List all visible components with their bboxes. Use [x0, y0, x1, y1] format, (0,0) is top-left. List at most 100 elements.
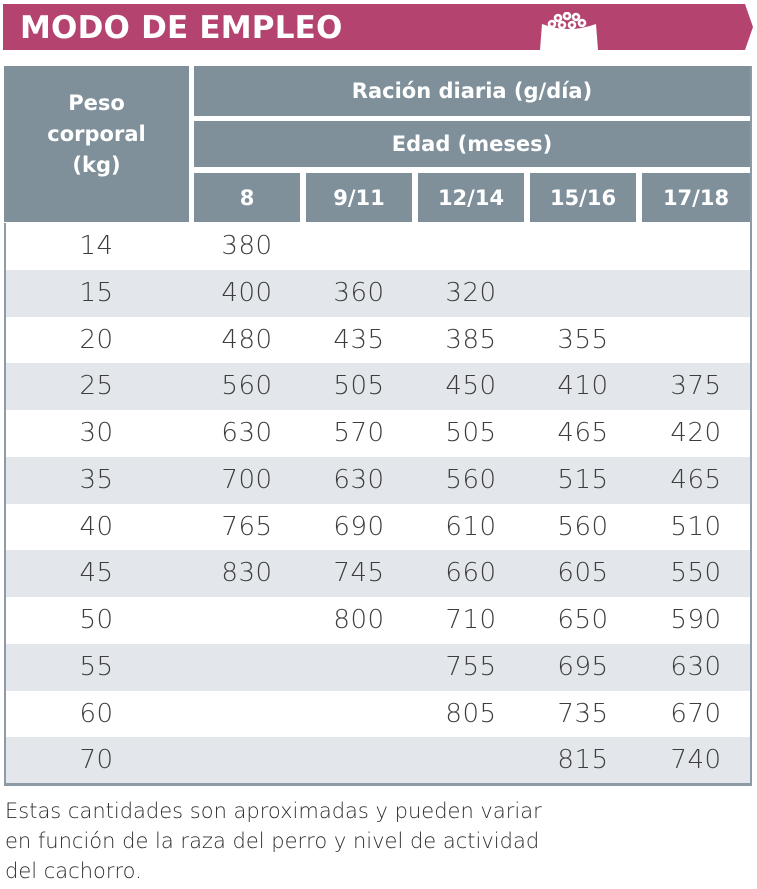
value-cell	[418, 223, 524, 270]
value-cell: 755	[445, 651, 497, 682]
value-cell: 815	[557, 745, 609, 776]
value-cell: 550	[670, 558, 722, 589]
value-cell: 505	[333, 371, 385, 402]
page-title: MODO DE EMPLEO	[20, 10, 343, 46]
weight-cell: 50	[79, 605, 114, 635]
table-row: 35 700 630 560 515 465	[4, 456, 750, 504]
table-border-right	[750, 66, 752, 786]
food-bowl-icon	[540, 12, 598, 50]
feeding-table: Peso corporal (kg) Ración diaria (g/día)…	[4, 66, 752, 786]
value-cell: 710	[445, 605, 497, 635]
weight-cell: 35	[79, 464, 114, 495]
value-cell: 410	[557, 371, 609, 402]
table-body: 14 380 15 400 360 320 20 480 435 385 355…	[4, 223, 750, 784]
value-cell	[642, 223, 750, 270]
header-weight-line-3: (kg)	[72, 152, 121, 177]
value-cell: 505	[445, 418, 497, 448]
value-cell	[642, 317, 750, 364]
value-cell: 830	[221, 558, 273, 589]
value-cell: 375	[670, 371, 722, 402]
header-age-col-1: 8	[194, 173, 300, 222]
value-cell: 740	[670, 745, 722, 776]
value-cell	[642, 270, 750, 317]
value-cell: 355	[557, 324, 609, 355]
table-row: 50 800 710 650 590	[4, 597, 750, 644]
weight-cell: 30	[79, 418, 114, 448]
table-row: 15 400 360 320	[4, 269, 750, 317]
header-weight-line-1: Peso	[68, 90, 125, 115]
value-cell: 385	[445, 324, 497, 355]
weight-cell: 70	[79, 745, 114, 776]
value-cell: 465	[557, 418, 609, 448]
header-age-col-2: 9/11	[306, 173, 412, 222]
value-cell: 765	[221, 511, 273, 542]
value-cell: 605	[557, 558, 609, 589]
value-cell: 610	[445, 511, 497, 542]
table-row: 14 380	[4, 223, 750, 270]
value-cell	[530, 270, 636, 317]
header-weight-line-2: corporal	[47, 121, 146, 146]
value-cell: 630	[670, 651, 722, 682]
value-cell: 630	[221, 418, 273, 448]
disclaimer-note: Estas cantidades son aproximadas y puede…	[5, 796, 745, 886]
value-cell	[306, 691, 412, 738]
value-cell	[306, 223, 412, 270]
header-age-col-3: 12/14	[418, 173, 524, 222]
value-cell: 700	[221, 464, 273, 495]
value-cell: 570	[333, 418, 385, 448]
value-cell: 465	[670, 464, 722, 495]
header-age-col-4: 15/16	[530, 173, 636, 222]
table-row: 60 805 735 670	[4, 691, 750, 738]
value-cell: 560	[557, 511, 609, 542]
value-cell: 695	[557, 651, 609, 682]
value-cell: 805	[445, 698, 497, 729]
value-cell: 560	[221, 371, 273, 402]
value-cell	[194, 644, 300, 691]
table-border-bottom	[4, 783, 752, 786]
header-age: Edad (meses)	[194, 121, 750, 167]
value-cell: 380	[221, 231, 273, 261]
value-cell: 480	[221, 324, 273, 355]
value-cell: 435	[333, 324, 385, 355]
weight-cell: 45	[79, 558, 114, 589]
value-cell: 670	[670, 698, 722, 729]
value-cell: 745	[333, 558, 385, 589]
value-cell	[418, 737, 524, 784]
header-daily-ration: Ración diaria (g/día)	[194, 66, 750, 116]
value-cell	[194, 737, 300, 784]
value-cell: 515	[557, 464, 609, 495]
value-cell: 400	[221, 277, 273, 308]
weight-cell: 60	[79, 698, 114, 729]
note-line-1: Estas cantidades son aproximadas y puede…	[5, 799, 542, 823]
header-body-weight: Peso corporal (kg)	[4, 66, 189, 222]
note-line-2: en función de la raza del perro y nivel …	[5, 829, 540, 853]
weight-cell: 55	[79, 651, 114, 682]
header-age-col-5: 17/18	[642, 173, 750, 222]
title-banner: MODO DE EMPLEO	[3, 4, 753, 50]
weight-cell: 40	[79, 511, 114, 542]
value-cell	[194, 691, 300, 738]
table-row: 25 560 505 450 410 375	[4, 363, 750, 410]
value-cell: 660	[445, 558, 497, 589]
value-cell: 800	[333, 605, 385, 635]
value-cell: 510	[670, 511, 722, 542]
value-cell	[306, 737, 412, 784]
value-cell: 360	[333, 277, 385, 308]
weight-cell: 25	[79, 371, 114, 402]
table-row: 45 830 745 660 605 550	[4, 550, 750, 597]
value-cell: 690	[333, 511, 385, 542]
table-row: 40 765 690 610 560 510	[4, 504, 750, 551]
value-cell: 650	[557, 605, 609, 635]
note-line-3: del cachorro.	[5, 859, 142, 883]
value-cell	[194, 597, 300, 644]
weight-cell: 20	[79, 324, 114, 355]
value-cell: 735	[557, 698, 609, 729]
value-cell: 450	[445, 371, 497, 402]
value-cell	[530, 223, 636, 270]
value-cell	[306, 644, 412, 691]
table-row: 55 755 695 630	[4, 643, 750, 691]
table-row: 70 815 740	[4, 737, 750, 784]
table-row: 30 630 570 505 465 420	[4, 410, 750, 457]
table-border-left	[4, 223, 6, 786]
value-cell: 420	[670, 418, 722, 448]
